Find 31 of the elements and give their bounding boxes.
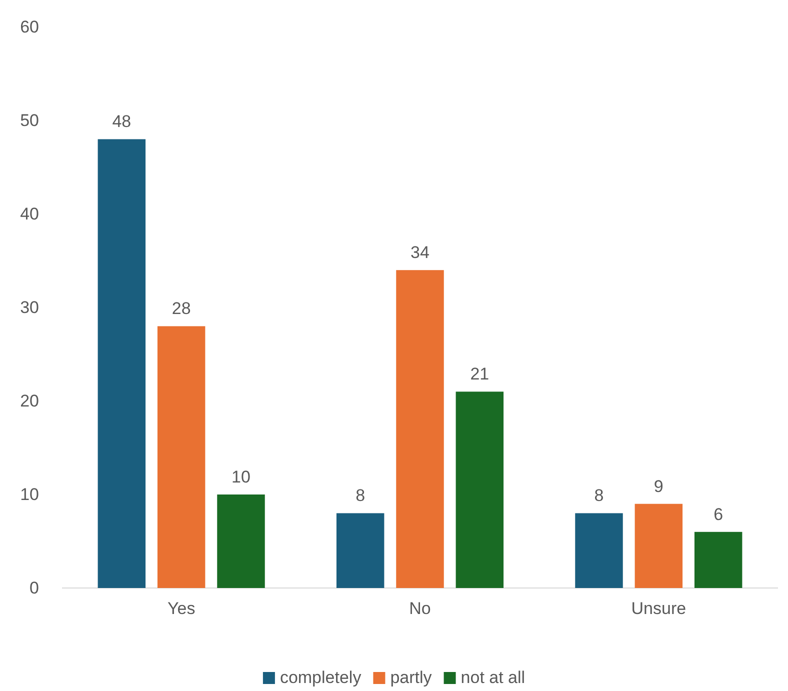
bar <box>396 270 444 588</box>
bar <box>575 513 623 588</box>
data-label: 10 <box>232 468 250 486</box>
data-label: 21 <box>470 364 490 384</box>
bar <box>336 513 384 588</box>
data-label: 8 <box>356 486 366 506</box>
y-tick-label: 10 <box>20 484 39 504</box>
data-label: 6 <box>714 504 724 524</box>
bar <box>456 392 504 588</box>
bar <box>634 504 683 588</box>
legend-label: partly <box>390 668 432 687</box>
data-label: 8 <box>594 486 604 506</box>
data-label: 9 <box>654 476 664 496</box>
y-tick-label: 0 <box>30 578 39 598</box>
legend-label: completely <box>280 668 362 687</box>
data-label: 28 <box>172 299 191 318</box>
data-label: 34 <box>410 243 430 262</box>
bar <box>157 326 206 588</box>
y-tick-label: 60 <box>20 17 39 36</box>
bar <box>98 139 146 588</box>
x-tick-label: Yes <box>167 599 196 618</box>
data-label: 48 <box>112 112 132 132</box>
x-tick-label: Unsure <box>631 599 686 618</box>
bar <box>694 532 742 588</box>
bar <box>217 494 265 588</box>
y-tick-label: 30 <box>20 298 39 317</box>
y-tick-label: 50 <box>20 110 39 130</box>
y-tick-label: 40 <box>20 204 39 224</box>
legend-label: not at all <box>460 668 526 687</box>
x-tick-label: No <box>409 599 431 618</box>
y-tick-label: 20 <box>20 391 39 410</box>
